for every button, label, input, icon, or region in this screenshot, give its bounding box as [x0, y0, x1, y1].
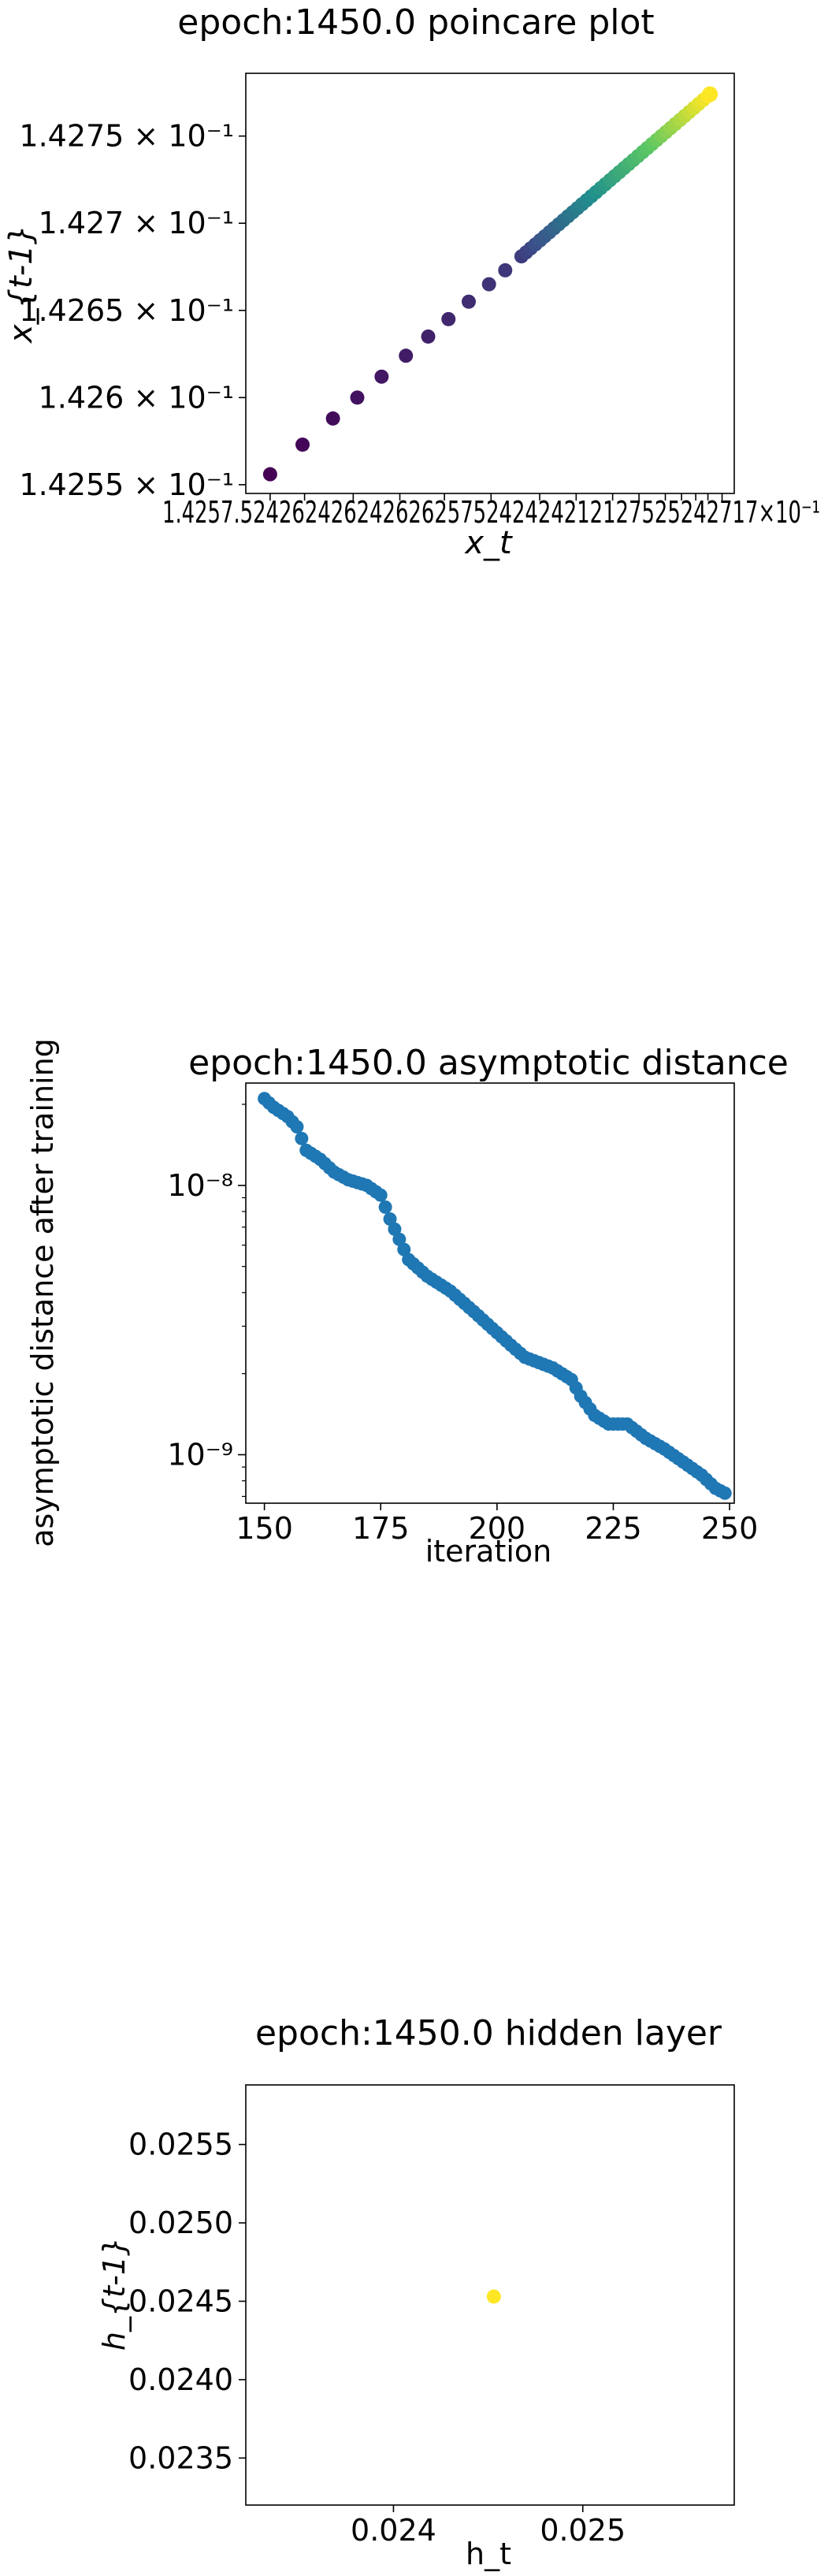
asymptotic-point — [388, 1222, 402, 1236]
asymptotic-y-tick-label: 10⁻⁹ — [167, 1438, 233, 1472]
poincare-point — [461, 294, 476, 309]
hidden-ylabel: h_{t-1} — [97, 2237, 132, 2351]
hidden-title: epoch:1450.0 hidden layer — [255, 2013, 722, 2053]
hidden-points — [486, 2289, 501, 2304]
poincare-y-tick-label: 1.4275 × 10⁻¹ — [19, 119, 234, 154]
asymptotic-point — [397, 1242, 411, 1256]
hidden-y-tick-label: 0.0245 — [128, 2284, 233, 2318]
asymptotic-x-tick-label: 150 — [236, 1511, 293, 1546]
poincare-point — [325, 411, 340, 426]
poincare-y-tick-label: 1.4255 × 10⁻¹ — [19, 467, 234, 502]
poincare-points — [262, 86, 718, 482]
asymptotic-y-ticks: 10⁻⁸ 10⁻⁹ — [167, 1104, 246, 1498]
asymptotic-title: epoch:1450.0 asymptotic distance — [188, 1043, 789, 1083]
asymptotic-ylabel: asymptotic distance after training — [25, 1038, 60, 1547]
poincare-y-tick-label: 1.426 × 10⁻¹ — [39, 380, 234, 415]
poincare-xlabel: x_t — [463, 525, 513, 561]
asymptotic-x-tick-label: 225 — [585, 1511, 642, 1546]
poincare-point-last — [702, 86, 718, 102]
poincare-point — [498, 262, 513, 277]
poincare-point — [399, 348, 414, 363]
asymptotic-point — [378, 1200, 392, 1214]
hidden-axes-frame — [245, 2084, 735, 2506]
hidden-x-tick-label: 0.025 — [540, 2513, 626, 2548]
asymptotic-y-tick-label: 10⁻⁸ — [167, 1168, 233, 1203]
poincare-point — [481, 277, 496, 292]
asymptotic-x-tick-label: 250 — [701, 1511, 759, 1546]
poincare-point — [441, 311, 456, 326]
poincare-y-ticks: 1.4255 × 10⁻¹ 1.426 × 10⁻¹ 1.4265 × 10⁻¹ 1.… — [19, 119, 246, 502]
asymptotic-x-ticks: 150 175 200 225 250 — [236, 1503, 758, 1546]
asymptotic-x-tick-label: 200 — [469, 1511, 526, 1546]
hidden-y-ticks: 0.0235 0.0240 0.0245 0.0250 0.0255 — [128, 2127, 246, 2475]
poincare-point — [350, 390, 365, 405]
hidden-point — [486, 2289, 501, 2304]
asymptotic-point — [392, 1232, 407, 1246]
poincare-ylabel: x_{t-1} — [3, 225, 39, 344]
asymptotic-point — [373, 1188, 388, 1202]
hidden-x-tick-label: 0.024 — [351, 2513, 436, 2548]
poincare-plot-panel: epoch:1450.0 poincare plot 1.4255 × 10⁻¹… — [3, 2, 820, 561]
hidden-y-tick-label: 0.0255 — [128, 2127, 233, 2162]
asymptotic-point — [383, 1212, 397, 1227]
asymptotic-point — [718, 1486, 732, 1500]
asymptotic-point — [295, 1131, 309, 1145]
poincare-x-ticks: 1.4257.524262426242626257524242421212752… — [162, 493, 820, 530]
asymptotic-points — [258, 1092, 732, 1500]
asymptotic-axes-frame — [245, 1082, 735, 1504]
poincare-point — [374, 369, 389, 384]
poincare-y-tick-label: 1.4265 × 10⁻¹ — [19, 293, 234, 328]
poincare-point — [295, 437, 310, 452]
asymptotic-xlabel: iteration — [425, 1534, 552, 1569]
asymptotic-point — [290, 1120, 304, 1134]
poincare-title: epoch:1450.0 poincare plot — [177, 2, 654, 43]
hidden-y-tick-label: 0.0250 — [128, 2206, 233, 2240]
hidden-xlabel: h_t — [466, 2537, 511, 2571]
poincare-point — [421, 329, 436, 344]
hidden-y-tick-label: 0.0240 — [128, 2362, 233, 2397]
hidden-x-ticks: 0.024 0.025 — [351, 2505, 626, 2548]
hidden-y-tick-label: 0.0235 — [128, 2440, 233, 2475]
poincare-x-tick-labels: 1.4257.524262426242626257524242421212752… — [162, 495, 820, 530]
asymptotic-distance-panel: epoch:1450.0 asymptotic distance 10⁻⁸10⁻… — [25, 1038, 789, 1569]
poincare-point — [262, 467, 277, 482]
hidden-layer-panel: epoch:1450.0 hidden layer 0.02350.02400.… — [97, 2013, 735, 2571]
asymptotic-x-tick-label: 175 — [352, 1511, 410, 1546]
poincare-y-tick-label: 1.427 × 10⁻¹ — [39, 206, 234, 240]
poincare-axes-frame — [245, 73, 735, 494]
